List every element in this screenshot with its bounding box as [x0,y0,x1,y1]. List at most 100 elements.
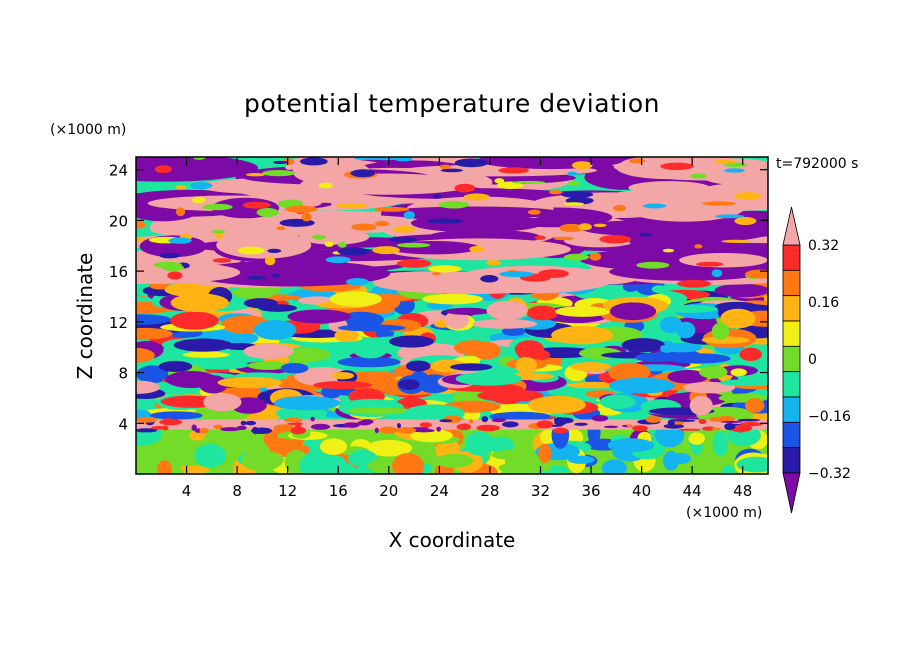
field-blob [352,340,388,359]
x-tick-label: 40 [632,482,651,500]
field-blob [403,211,415,220]
field-blob [469,245,485,253]
field-blob [476,424,500,432]
field-blob [591,415,609,422]
field-blob [570,361,612,372]
field-blob [405,360,431,372]
field-blob [410,427,429,430]
field-blob [216,231,312,259]
y-tick-label: 24 [109,162,128,180]
field-blob [695,261,724,267]
field-blob [552,427,569,434]
field-blob [674,419,696,422]
field-blob [609,220,768,243]
field-blob [626,424,632,428]
field-blob [720,420,744,423]
field-blob [734,216,757,226]
field-blob [188,360,250,370]
y-axis-label: Z coordinate [73,253,97,380]
field-blob [211,229,226,234]
field-blob [491,418,506,423]
field-blob [372,246,400,255]
field-blob [396,427,417,434]
field-blob [435,453,474,468]
field-blob [392,225,416,233]
field-blob [721,239,751,243]
field-blob [721,464,736,474]
field-blob [310,423,331,430]
field-blob [156,460,172,474]
field-blob [136,428,158,433]
y-tick-label: 16 [109,263,128,281]
field-blob [272,160,288,165]
field-blob [161,425,169,431]
field-blob [694,244,703,249]
field-blob [136,380,161,394]
field-blob [571,161,593,170]
field-blob [463,193,490,201]
field-blob [191,260,391,287]
colorbar-label: 0.32 [808,238,839,254]
field-blob [499,271,534,278]
field-blob [256,208,279,217]
field-blob [480,275,499,283]
field-blob [555,306,611,317]
field-blob [433,194,442,199]
field-blob [427,265,462,273]
field-blob [689,395,713,416]
colorbar-bin [782,269,801,297]
field-blob [704,170,768,186]
field-blob [711,322,730,340]
field-blob [175,185,187,190]
field-blob [165,371,217,388]
field-blob [262,169,296,177]
plot-frame [135,156,769,475]
field-blob [217,376,283,389]
field-blob [560,191,594,198]
field-blob [713,159,737,164]
field-blob [628,181,711,195]
field-blob [287,347,331,362]
field-blob [740,421,763,427]
x-tick-label: 44 [683,482,702,500]
field-blob [574,422,588,426]
field-blob [325,256,351,264]
field-blob [669,453,692,465]
field-blob [456,423,471,431]
field-blob [454,183,476,193]
colorbar-label: −0.16 [808,409,851,425]
field-blob [567,455,595,464]
field-blob [715,415,735,423]
field-blob [301,212,312,222]
field-blob [481,416,489,423]
field-blob [231,286,276,299]
field-blob [698,418,707,425]
field-blob [374,206,410,212]
field-blob [240,420,247,426]
time-label: t=792000 s [776,156,858,172]
field-blob [366,439,413,457]
field-blob [603,425,619,429]
heatmap-field [136,157,768,474]
field-blob [715,214,745,219]
x-ticks: 4 8 12 16 20 24 28 32 36 40 44 48 [182,157,752,500]
colorbar-label: 0.16 [808,295,839,311]
field-blob [549,189,563,195]
field-blob [392,452,425,474]
field-blob [601,459,627,474]
field-blob [568,180,581,186]
field-blob [287,309,351,324]
field-blob [526,305,559,321]
field-blob [164,417,173,424]
y-ticks: 4 8 12 16 20 24 [109,162,768,433]
field-blob [556,417,574,424]
field-blob [246,275,267,280]
field-blob [190,182,213,190]
field-blob [170,293,229,313]
field-blob [161,264,184,272]
field-blob [593,223,607,228]
field-blob [431,272,442,276]
field-blob [739,347,762,362]
field-blob [563,253,590,261]
field-blob [699,365,728,379]
